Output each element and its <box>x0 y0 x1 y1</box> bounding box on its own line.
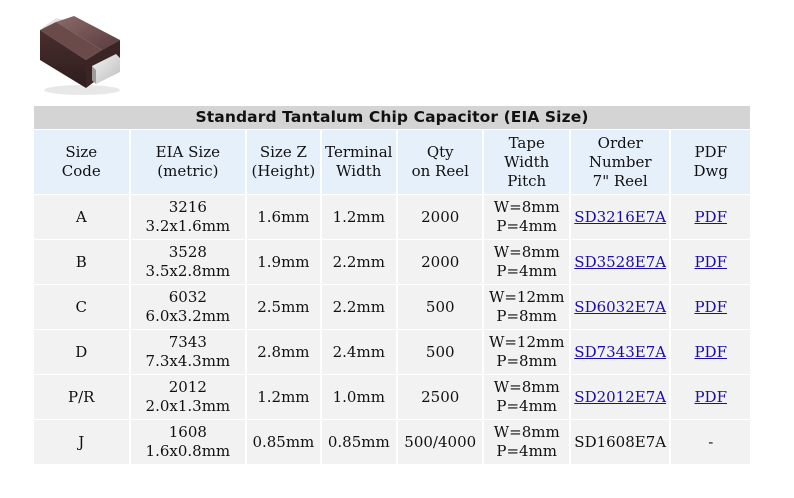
order-number-link[interactable]: SD7343E7A <box>574 342 667 361</box>
eia-size: 2012 2.0x1.3mm <box>130 375 246 419</box>
size-code: A <box>34 195 129 239</box>
qty-on-reel: 500 <box>398 285 483 329</box>
header-eia-size: EIA Size (metric) <box>130 130 246 194</box>
pdf-dwg: PDF <box>671 240 750 284</box>
pdf-dwg: PDF <box>671 285 750 329</box>
qty-on-reel: 2000 <box>398 195 483 239</box>
height: 2.5mm <box>247 285 320 329</box>
header-qty: Qty on Reel <box>398 130 483 194</box>
chip-capacitor-image <box>40 16 120 95</box>
eia-size: 3216 3.2x1.6mm <box>130 195 246 239</box>
table-row: A 3216 3.2x1.6mm 1.6mm 1.2mm 2000 W=8mm P=… <box>34 195 750 239</box>
height: 1.2mm <box>247 375 320 419</box>
order-number-link[interactable]: SD3528E7A <box>574 252 667 271</box>
pdf-dwg: PDF <box>671 195 750 239</box>
header-height: Size Z (Height) <box>247 130 320 194</box>
header-tape: Tape Width Pitch <box>484 130 569 194</box>
pdf-link[interactable]: PDF <box>694 207 727 226</box>
pdf-dwg: PDF <box>671 330 750 374</box>
capacitor-spec-table: Standard Tantalum Chip Capacitor (EIA Si… <box>32 105 752 465</box>
tape-width-pitch: W=8mm P=4mm <box>484 420 569 464</box>
eia-size: 7343 7.3x4.3mm <box>130 330 246 374</box>
qty-on-reel: 2500 <box>398 375 483 419</box>
pdf-dwg: - <box>671 420 750 464</box>
size-code: P/R <box>34 375 129 419</box>
header-order-number: Order Number 7" Reel <box>570 130 670 194</box>
size-code: B <box>34 240 129 284</box>
eia-size: 6032 6.0x3.2mm <box>130 285 246 329</box>
qty-on-reel: 2000 <box>398 240 483 284</box>
pdf-link[interactable]: PDF <box>694 252 727 271</box>
table-title: Standard Tantalum Chip Capacitor (EIA Si… <box>34 106 750 129</box>
terminal-width: 1.0mm <box>321 375 396 419</box>
qty-on-reel: 500/4000 <box>398 420 483 464</box>
header-pdf: PDF Dwg <box>671 130 750 194</box>
order-number: SD6032E7A <box>570 285 670 329</box>
order-number-text: SD1608E7A <box>574 432 667 451</box>
qty-on-reel: 500 <box>398 330 483 374</box>
order-number: SD3528E7A <box>570 240 670 284</box>
terminal-width: 1.2mm <box>321 195 396 239</box>
order-number: SD1608E7A <box>570 420 670 464</box>
size-code: C <box>34 285 129 329</box>
header-size-code: Size Code <box>34 130 129 194</box>
table-row: D 7343 7.3x4.3mm 2.8mm 2.4mm 500 W=12mm P=… <box>34 330 750 374</box>
order-number: SD3216E7A <box>570 195 670 239</box>
tape-width-pitch: W=12mm P=8mm <box>484 285 569 329</box>
height: 0.85mm <box>247 420 320 464</box>
size-code: J <box>34 420 129 464</box>
table-row: C 6032 6.0x3.2mm 2.5mm 2.2mm 500 W=12mm P=… <box>34 285 750 329</box>
tape-width-pitch: W=8mm P=4mm <box>484 195 569 239</box>
pdf-link[interactable]: PDF <box>694 297 727 316</box>
order-number-link[interactable]: SD2012E7A <box>574 387 667 406</box>
eia-size: 3528 3.5x2.8mm <box>130 240 246 284</box>
order-number: SD2012E7A <box>570 375 670 419</box>
terminal-width: 2.4mm <box>321 330 396 374</box>
pdf-dwg: PDF <box>671 375 750 419</box>
size-code: D <box>34 330 129 374</box>
height: 1.6mm <box>247 195 320 239</box>
tape-width-pitch: W=12mm P=8mm <box>484 330 569 374</box>
order-number: SD7343E7A <box>570 330 670 374</box>
header-row: Size Code EIA Size (metric) Size Z (Heig… <box>34 130 750 194</box>
table-row: P/R 2012 2.0x1.3mm 1.2mm 1.0mm 2500 W=8mm… <box>34 375 750 419</box>
terminal-width: 0.85mm <box>321 420 396 464</box>
tape-width-pitch: W=8mm P=4mm <box>484 375 569 419</box>
eia-size: 1608 1.6x0.8mm <box>130 420 246 464</box>
tape-width-pitch: W=8mm P=4mm <box>484 240 569 284</box>
terminal-width: 2.2mm <box>321 240 396 284</box>
terminal-width: 2.2mm <box>321 285 396 329</box>
order-number-link[interactable]: SD3216E7A <box>574 207 667 226</box>
height: 2.8mm <box>247 330 320 374</box>
height: 1.9mm <box>247 240 320 284</box>
pdf-link[interactable]: PDF <box>694 387 727 406</box>
pdf-link[interactable]: PDF <box>694 342 727 361</box>
header-terminal-width: Terminal Width <box>321 130 396 194</box>
table-row: B 3528 3.5x2.8mm 1.9mm 2.2mm 2000 W=8mm P=… <box>34 240 750 284</box>
order-number-link[interactable]: SD6032E7A <box>574 297 667 316</box>
table-row: J 1608 1.6x0.8mm 0.85mm 0.85mm 500/4000 W… <box>34 420 750 464</box>
